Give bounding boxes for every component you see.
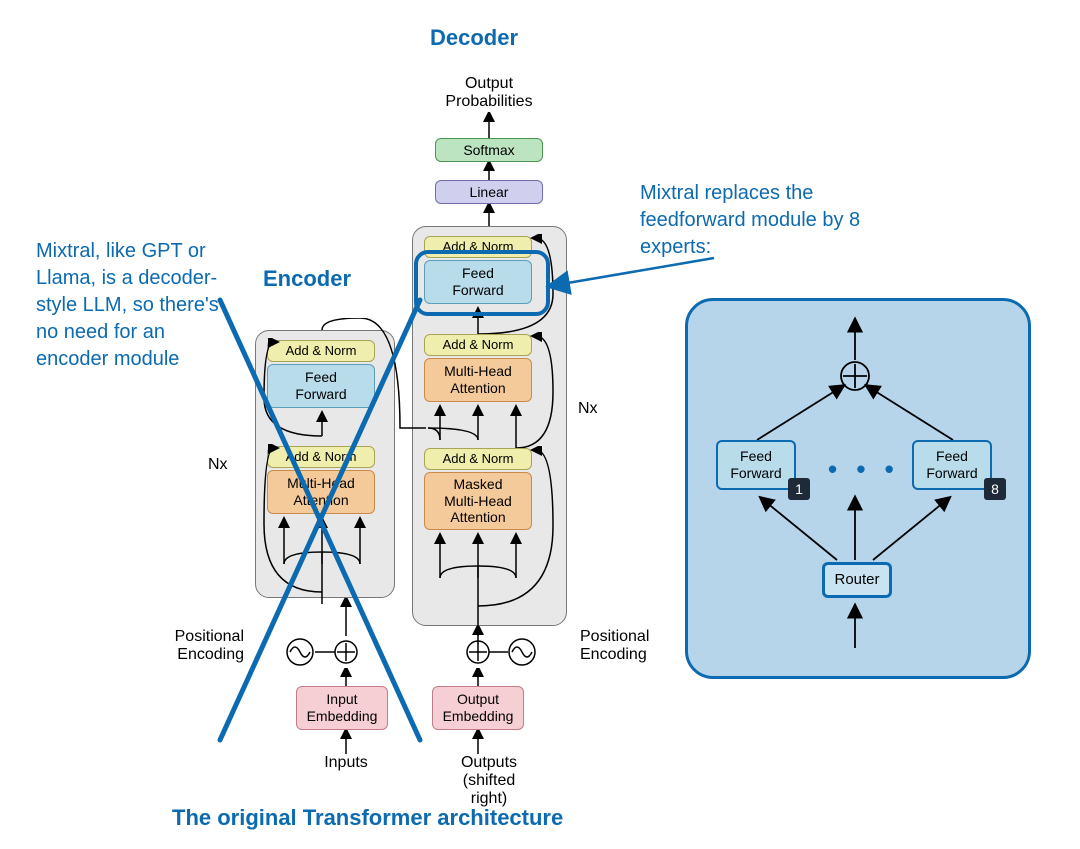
decoder-nx-label: Nx: [578, 400, 598, 418]
moe-expert-8: Feed Forward: [912, 440, 992, 490]
arrow-dec-out: [480, 204, 498, 226]
decoder-posenc-label: Positional Encoding: [580, 628, 649, 664]
arrow-dec-pe-up: [468, 626, 488, 644]
linear-block: Linear: [435, 180, 543, 204]
arrow-dec-emb-up: [468, 668, 488, 686]
arrow-softmax-out: [480, 112, 498, 138]
moe-router: Router: [822, 562, 892, 598]
decoder-heading: Decoder: [430, 25, 518, 51]
moe-expert-8-tag: 8: [984, 478, 1006, 500]
moe-expert-1-tag: 1: [788, 478, 810, 500]
right-annotation: Mixtral replaces the feedforward module …: [640, 180, 900, 261]
moe-expert-1: Feed Forward: [716, 440, 796, 490]
encoder-heading: Encoder: [263, 266, 351, 292]
caption: The original Transformer architecture: [172, 805, 563, 831]
output-embedding: Output Embedding: [432, 686, 524, 730]
output-prob-label: Output Probabilities: [429, 75, 549, 111]
encoder-strike-out: [200, 290, 440, 760]
arrow-linear-softmax: [480, 162, 498, 180]
decoder-posenc-nodes: [428, 634, 568, 670]
outputs-label: Outputs (shifted right): [444, 754, 534, 808]
softmax-block: Softmax: [435, 138, 543, 162]
decoder-maskedattn-arrows: [418, 446, 568, 636]
moe-dots: • • •: [828, 454, 900, 485]
arrow-outputs-emb: [468, 730, 488, 754]
